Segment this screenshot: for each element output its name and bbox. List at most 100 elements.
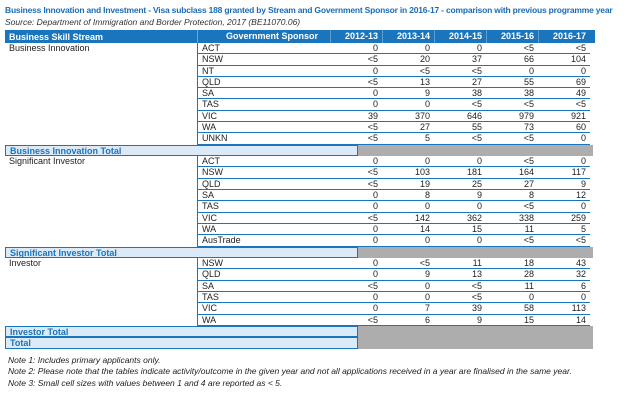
table-row: NSW <5 20 37 66 104 <box>5 54 595 66</box>
value-cell: 0 <box>330 190 382 202</box>
value-cell: 0 <box>330 258 382 270</box>
value-cell: 0 <box>330 224 382 236</box>
value-cell: 11 <box>486 224 538 236</box>
value-cell: 28 <box>486 269 538 281</box>
table-row: QLD <5 13 27 55 69 <box>5 76 595 89</box>
stream-cell <box>5 122 197 133</box>
table-row: WA <5 27 55 73 60 <box>5 122 595 134</box>
value-cell: <5 <box>330 167 382 179</box>
stream-cell <box>5 224 197 235</box>
table-row: UNKN <5 5 <5 <5 0 <box>5 133 595 145</box>
value-cell: 25 <box>434 179 486 191</box>
value-cell: <5 <box>330 54 382 66</box>
sponsor-cell: QLD <box>197 178 330 191</box>
table-row: VIC 0 7 39 58 113 <box>5 303 595 315</box>
source-line: Source: Department of Immigration and Bo… <box>5 17 301 27</box>
value-cell: 9 <box>382 269 434 281</box>
value-cell: 20 <box>382 54 434 66</box>
value-cell: 0 <box>330 99 382 111</box>
section-total-row: Significant Investor Total <box>5 246 595 259</box>
table-row: NSW <5 103 181 164 117 <box>5 167 595 179</box>
value-cell: 38 <box>486 88 538 100</box>
value-cell: 6 <box>382 315 434 326</box>
value-cell: <5 <box>434 281 486 292</box>
value-cell: <5 <box>538 235 590 247</box>
value-cell: 0 <box>486 66 538 77</box>
value-cell: 0 <box>382 201 434 213</box>
value-cell: 259 <box>538 213 590 224</box>
table-row: SA <5 0 <5 11 6 <box>5 280 595 292</box>
value-cell: <5 <box>330 315 382 326</box>
value-cell: 0 <box>382 99 434 111</box>
value-cell: 646 <box>434 111 486 123</box>
value-cell: 0 <box>538 292 590 304</box>
header-cell-business-skill-stream: Business Skill Stream <box>9 31 104 42</box>
table-header: Business Skill Stream Government Sponsor… <box>5 30 595 43</box>
value-cell: <5 <box>434 66 486 77</box>
sponsor-cell: NT <box>197 65 330 77</box>
value-cell: 9 <box>382 88 434 100</box>
value-cell: 13 <box>382 77 434 89</box>
table-row: TAS 0 0 <5 <5 <5 <box>5 99 595 111</box>
header-cell-2016-17: 2016-17 <box>538 30 590 43</box>
value-cell: 69 <box>538 77 590 89</box>
sponsor-cell: SA <box>197 88 330 100</box>
sponsor-cell: VIC <box>197 110 330 123</box>
value-cell: <5 <box>486 133 538 145</box>
stream-cell <box>5 292 197 303</box>
value-cell: <5 <box>330 179 382 191</box>
value-cell: 9 <box>538 179 590 191</box>
value-cell: 104 <box>538 54 590 66</box>
stream-cell <box>5 54 197 65</box>
sponsor-cell: QLD <box>197 76 330 89</box>
value-cell: 13 <box>434 269 486 281</box>
value-cell: <5 <box>486 43 538 55</box>
table-row: Business Innovation ACT 0 0 0 <5 <5 <box>5 43 595 55</box>
sponsor-cell: WA <box>197 314 330 326</box>
stream-cell <box>5 213 197 224</box>
value-cell: 0 <box>382 235 434 247</box>
value-cell: 370 <box>382 111 434 123</box>
value-cell: 73 <box>486 122 538 134</box>
value-cell: 8 <box>486 190 538 202</box>
section-total-row: Business Innovation Total <box>5 144 595 157</box>
value-cell: 0 <box>330 43 382 55</box>
value-cell: 27 <box>382 122 434 134</box>
value-cell: 5 <box>538 224 590 236</box>
table-row: TAS 0 0 0 <5 0 <box>5 201 595 213</box>
value-cell: 49 <box>538 88 590 100</box>
value-cell: 0 <box>330 235 382 247</box>
table-row: SA 0 8 9 8 12 <box>5 190 595 202</box>
value-cell: 338 <box>486 213 538 224</box>
stream-cell <box>5 269 197 280</box>
sponsor-cell: NSW <box>197 258 330 270</box>
note-line: Note 1: Includes primary applicants only… <box>8 354 161 365</box>
value-cell: 0 <box>538 156 590 168</box>
value-cell: 32 <box>538 269 590 281</box>
total-row-label: Significant Investor Total <box>5 246 358 259</box>
table-row: AusTrade 0 0 0 <5 <5 <box>5 235 595 247</box>
grand-total-row: Total <box>5 337 595 349</box>
value-cell: 60 <box>538 122 590 134</box>
total-row-label: Business Innovation Total <box>5 144 358 157</box>
suppressed-total-cell <box>358 337 593 349</box>
value-cell: <5 <box>330 281 382 292</box>
value-cell: 0 <box>538 133 590 145</box>
sponsor-cell: AusTrade <box>197 235 330 247</box>
value-cell: 0 <box>330 66 382 77</box>
page-title: Business Innovation and Investment - Vis… <box>5 5 613 15</box>
stream-cell <box>5 133 197 144</box>
stream-cell: Significant Investor <box>9 156 86 167</box>
sponsor-cell: VIC <box>197 303 330 315</box>
table-row: WA 0 14 15 11 5 <box>5 223 595 236</box>
stream-cell <box>5 88 197 99</box>
sponsor-cell: SA <box>197 190 330 202</box>
value-cell: 12 <box>538 190 590 202</box>
value-cell: 15 <box>486 315 538 326</box>
table-row: VIC 39 370 646 979 921 <box>5 110 595 123</box>
value-cell: <5 <box>538 99 590 111</box>
value-cell: 0 <box>382 156 434 168</box>
stream-cell <box>5 201 197 212</box>
header-cell-government-sponsor: Government Sponsor <box>197 30 330 43</box>
value-cell: 921 <box>538 111 590 123</box>
